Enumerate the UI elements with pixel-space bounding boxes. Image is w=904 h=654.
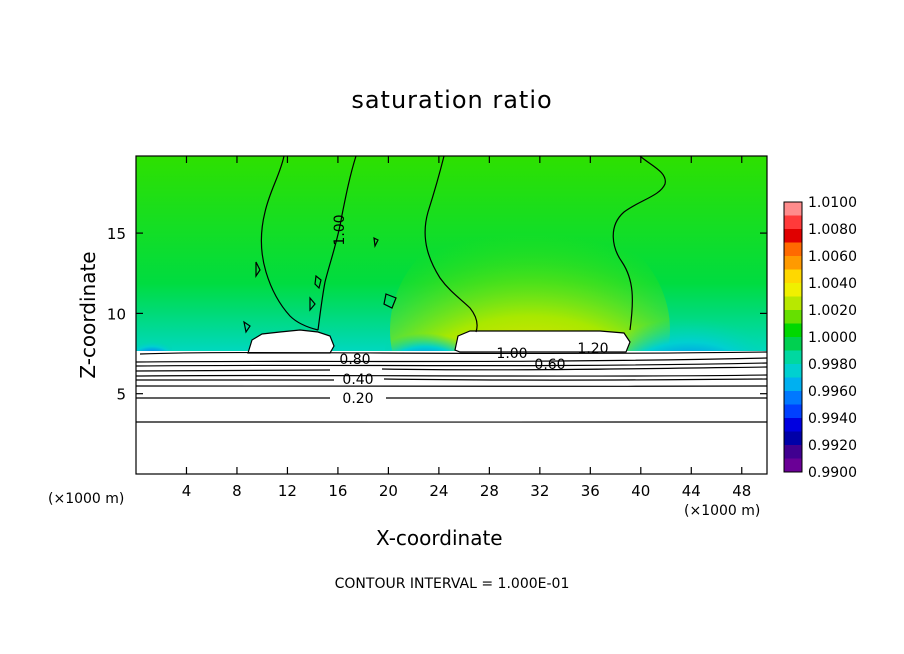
colorbar-swatch	[784, 296, 802, 311]
contour-label: 1.00	[496, 346, 527, 362]
colorbar-swatch	[784, 404, 802, 419]
contour-wavy-top	[139, 351, 767, 355]
chart-title: saturation ratio	[351, 86, 553, 114]
x-tick-label: 40	[631, 482, 650, 500]
colorbar-tick-label: 1.0040	[808, 276, 857, 292]
colorbar-tick-label: 1.0060	[808, 249, 857, 265]
colorbar-tick-label: 0.9960	[808, 384, 857, 400]
cloud-region-left	[247, 329, 335, 354]
contour-0.40	[136, 378, 767, 381]
colorbar-swatch	[784, 377, 802, 392]
colorbar-tick-label: 1.0000	[808, 330, 857, 346]
x-tick-label: 8	[232, 482, 242, 500]
colorbar-swatch	[784, 310, 802, 324]
colorbar-tick-label: 0.9980	[808, 357, 857, 373]
contour-0.10	[136, 421, 767, 423]
heatmap-field: 1.00 0.80 0.60 0.40 0.20 1.00 1.20	[136, 156, 767, 474]
contour-lines	[136, 156, 767, 423]
cloud-region-center	[454, 330, 631, 353]
contour-1.00-left-a	[260, 156, 319, 331]
contour-label: 1.20	[577, 341, 608, 357]
contour-0.60	[136, 366, 767, 372]
colorbar-swatch	[784, 337, 802, 351]
contour-0.80-b	[136, 362, 767, 367]
colorbar-swatch	[784, 350, 802, 365]
x-axis: 4 8 12 16 20 24 28 32 36 40 44 48	[182, 156, 751, 500]
contour-label: 0.40	[342, 372, 373, 388]
colorbar-swatch	[784, 215, 802, 230]
colorbar-tick-label: 1.0020	[808, 303, 857, 319]
colorbar-tick-label: 0.9920	[808, 438, 857, 454]
x-tick-label: 28	[480, 482, 499, 500]
contour-label-group: 1.00 0.80 0.60 0.40 0.20 1.00 1.20	[332, 214, 609, 407]
y-tick-label: 5	[116, 386, 126, 404]
contour-label: 0.20	[342, 391, 373, 407]
colorbar-swatch	[784, 229, 802, 243]
colorbar-tick-label: 1.0100	[808, 195, 857, 211]
x-tick-label: 36	[581, 482, 600, 500]
colorbar-swatch	[784, 458, 802, 473]
y-axis: 5 10 15	[107, 225, 767, 404]
x-tick-label: 32	[530, 482, 549, 500]
contour-0.50	[136, 374, 767, 377]
colorbar-tick-label: 1.0080	[808, 222, 857, 238]
colorbar-frame	[783, 201, 803, 473]
colorbar-tick-label: 0.9940	[808, 411, 857, 427]
colorbar-swatch	[784, 242, 802, 257]
colorbar-swatch	[784, 323, 802, 338]
x-axis-label: X-coordinate	[376, 526, 503, 550]
x-tick-label: 24	[429, 482, 448, 500]
contour-0.80-a	[136, 357, 767, 363]
contour-islands	[243, 236, 397, 334]
x-axis-unit-right: (×1000 m)	[684, 503, 761, 519]
colorbar-swatch	[784, 418, 802, 432]
colorbar-swatch	[784, 202, 802, 216]
contour-1.00-center-b	[612, 156, 666, 331]
x-tick-label: 4	[182, 482, 192, 500]
contour-interval-note: CONTOUR INTERVAL = 1.000E-01	[334, 576, 570, 592]
colorbar-swatch	[784, 431, 802, 446]
x-axis-unit-left: (×1000 m)	[48, 491, 125, 507]
colorbar-swatch	[784, 269, 802, 284]
x-tick-label: 20	[379, 482, 398, 500]
x-tick-label: 12	[278, 482, 297, 500]
plot-frame	[135, 155, 768, 475]
y-tick-label: 10	[107, 305, 126, 323]
colorbar-swatch	[784, 445, 802, 459]
colorbar-swatch	[784, 364, 802, 378]
contour-0.30	[136, 385, 767, 387]
colorbar-swatch	[784, 391, 802, 405]
contour-1.00-center-a	[424, 156, 478, 333]
colorbar-swatch	[784, 256, 802, 270]
contour-label: 1.00	[332, 214, 348, 245]
y-tick-label: 15	[107, 225, 126, 243]
colorbar-tick-label: 0.9900	[808, 465, 857, 481]
x-tick-label: 16	[328, 482, 347, 500]
colorbar: 1.0100 1.0080 1.0060 1.0040 1.0020 1.0000 0.99…	[783, 195, 857, 481]
x-tick-label: 44	[682, 482, 701, 500]
contour-label: 0.60	[534, 357, 565, 373]
colorbar-swatch	[784, 283, 802, 297]
contour-label: 0.80	[339, 352, 370, 368]
contour-1.00-left-b	[317, 156, 357, 331]
y-axis-label: Z-coordinate	[76, 251, 100, 379]
x-tick-label: 48	[732, 482, 751, 500]
